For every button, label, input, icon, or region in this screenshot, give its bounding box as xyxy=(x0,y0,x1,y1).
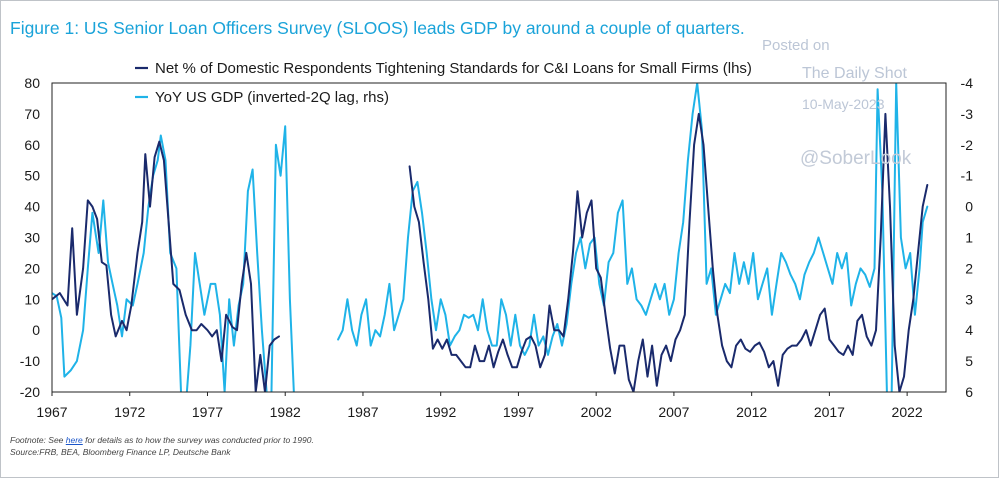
y-left-tick-label: -10 xyxy=(20,353,40,369)
y-left-tick-label: 60 xyxy=(24,137,40,153)
footnote-source: Source:FRB, BEA, Bloomberg Finance LP, D… xyxy=(10,447,231,457)
x-tick-label: 1992 xyxy=(425,404,456,420)
y-right-tick-label: 5 xyxy=(965,353,973,369)
y-left-tick-label: 80 xyxy=(24,75,40,91)
x-tick-label: 1987 xyxy=(347,404,378,420)
legend-label-sloos: Net % of Domestic Respondents Tightening… xyxy=(155,60,752,77)
figure-title: Figure 1: US Senior Loan Officers Survey… xyxy=(10,18,745,38)
y-right-tick-label: -1 xyxy=(961,168,974,184)
y-left-tick-label: 30 xyxy=(24,230,40,246)
y-right-tick-label: 2 xyxy=(965,260,973,276)
y-right-tick-label: -2 xyxy=(961,137,974,153)
watermark-handle: @SoberLook xyxy=(800,148,912,169)
legend: Net % of Domestic Respondents Tightening… xyxy=(135,60,752,106)
footnote-suffix: for details as to how the survey was con… xyxy=(82,435,314,445)
x-tick-label: 2017 xyxy=(814,404,845,420)
plot-area-border xyxy=(51,82,947,393)
series-line-gdp-seg-1 xyxy=(313,407,318,423)
watermark-posted: Posted on xyxy=(762,37,830,54)
y-right-tick-label: 6 xyxy=(965,384,973,400)
x-tick-label: 2012 xyxy=(736,404,767,420)
footnote: Footnote: See here for details as to how… xyxy=(10,434,314,458)
plot-lines xyxy=(52,83,929,423)
y-right-tick-label: 4 xyxy=(965,322,973,338)
series-line-gdp-seg-2 xyxy=(337,83,929,392)
y-right-tick-label: 3 xyxy=(965,291,973,307)
legend-label-gdp: YoY US GDP (inverted-2Q lag, rhs) xyxy=(155,89,389,106)
series-line-sloos-seg-1 xyxy=(408,112,929,392)
y-right-tick-label: 0 xyxy=(965,199,973,215)
y-left-tick-label: -20 xyxy=(20,384,40,400)
footnote-here-link[interactable]: here xyxy=(65,435,83,445)
y-left-tick-label: 50 xyxy=(24,168,40,184)
x-tick-label: 2022 xyxy=(892,404,923,420)
watermark-source: The Daily Shot xyxy=(802,65,907,82)
y-right-tick-label: 1 xyxy=(965,230,973,246)
y-right-tick-label: -3 xyxy=(961,106,974,122)
y-left-tick-label: 70 xyxy=(24,106,40,122)
x-tick-label: 1997 xyxy=(503,404,534,420)
y-right-tick-label: -4 xyxy=(961,75,974,91)
y-left-tick-label: 10 xyxy=(24,291,40,307)
axis-ticks: 1967 1972 1977 1982 1987 1992 1997 2002 2007 2012… xyxy=(20,75,973,420)
footnote-prefix: Footnote: See xyxy=(10,435,66,445)
watermark-date: 10-May-2023 xyxy=(802,96,885,112)
x-tick-label: 2007 xyxy=(658,404,689,420)
y-left-tick-label: 20 xyxy=(24,260,40,276)
x-tick-label: 1972 xyxy=(114,404,145,420)
x-tick-label: 1967 xyxy=(36,404,67,420)
series-line-sloos-seg-0 xyxy=(52,140,280,392)
x-tick-label: 2002 xyxy=(581,404,612,420)
series-line-gdp-seg-0 xyxy=(52,125,295,392)
x-tick-label: 1977 xyxy=(192,404,223,420)
y-left-tick-label: 0 xyxy=(32,322,40,338)
x-tick-label: 1982 xyxy=(270,404,301,420)
y-left-tick-label: 40 xyxy=(24,199,40,215)
